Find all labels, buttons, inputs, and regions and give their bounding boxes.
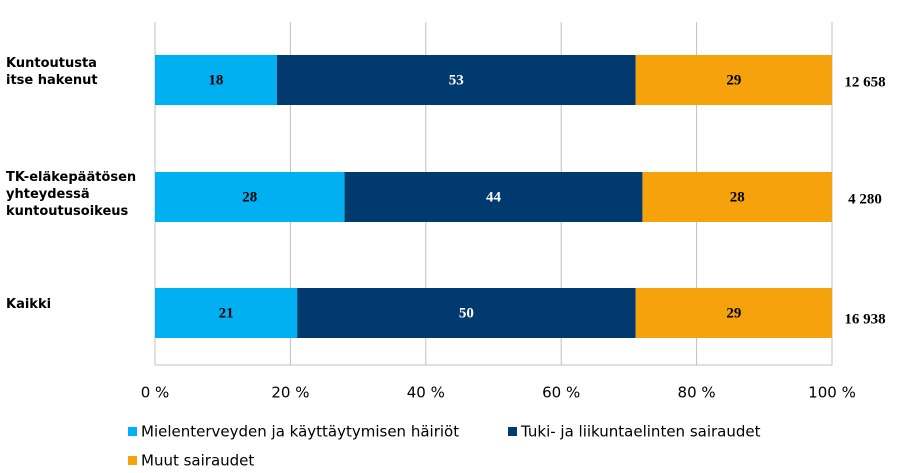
x-tick-label: 20 % bbox=[271, 384, 309, 402]
bar-segment bbox=[635, 55, 832, 105]
data-label: 50 bbox=[459, 305, 474, 321]
bar-segment bbox=[635, 288, 832, 338]
legend-label: Tuki- ja liikuntaelinten sairaudet bbox=[520, 423, 761, 441]
data-label: 29 bbox=[726, 72, 741, 88]
data-label: 29 bbox=[726, 305, 741, 321]
legend-swatch bbox=[128, 427, 137, 436]
data-label: 28 bbox=[242, 189, 257, 205]
data-label: 21 bbox=[219, 305, 234, 321]
bar-segment bbox=[155, 55, 277, 105]
bar-segment bbox=[155, 288, 298, 338]
total-label: 4 280 bbox=[848, 191, 882, 207]
total-label: 16 938 bbox=[844, 311, 885, 327]
legend-swatch bbox=[128, 456, 137, 465]
x-tick-label: 60 % bbox=[542, 384, 580, 402]
legend-swatch bbox=[508, 427, 517, 436]
data-label: 44 bbox=[486, 189, 502, 205]
x-tick-label: 40 % bbox=[407, 384, 445, 402]
bar-segment bbox=[276, 55, 636, 105]
x-tick-label: 80 % bbox=[678, 384, 716, 402]
bar-segment bbox=[642, 172, 832, 222]
legend-label: Mielenterveyden ja käyttäytymisen häiriö… bbox=[141, 423, 459, 441]
category-label: TK-eläkepäätösen yhteydessä kuntoutusoik… bbox=[6, 169, 137, 219]
legend-label: Muut sairaudet bbox=[141, 452, 254, 470]
x-tick-label: 100 % bbox=[808, 384, 856, 402]
data-label: 53 bbox=[449, 72, 464, 88]
bar-segment bbox=[344, 172, 643, 222]
x-tick-label: 0 % bbox=[141, 384, 170, 402]
total-label: 12 658 bbox=[844, 74, 885, 90]
bar-segment bbox=[155, 172, 345, 222]
bar-segment bbox=[297, 288, 636, 338]
data-label: 18 bbox=[208, 72, 223, 88]
category-label: Kaikki bbox=[6, 297, 52, 312]
data-label: 28 bbox=[730, 189, 745, 205]
category-label: Kuntoutusta itse hakenut bbox=[6, 56, 98, 88]
